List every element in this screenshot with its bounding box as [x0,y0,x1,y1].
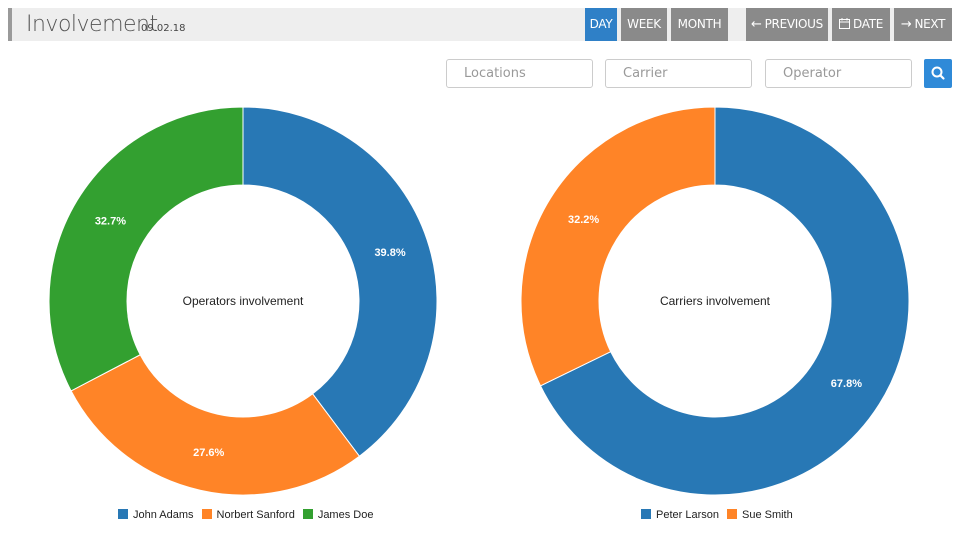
operators-value-label-john-adams: 39.8% [374,247,405,259]
operators-slice-john-adams[interactable] [242,106,438,457]
carriers-donut-chart: 67.8% 32.2% Carriers involvement [520,106,910,496]
arrow-left-icon: ← [751,17,762,32]
operators-slice-james-doe[interactable] [48,106,244,392]
date-button-label: DATE [852,17,884,31]
search-icon [931,66,945,80]
date-button[interactable]: DATE [832,8,890,41]
carriers-value-label-sue-smith: 32.2% [568,214,599,226]
legend-label: Norbert Sanford [216,509,295,521]
operators-legend: John Adams Norbert Sanford James Doe [118,509,381,521]
operators-legend-item-norbert-sanford[interactable]: Norbert Sanford [201,509,295,521]
legend-swatch [726,509,737,519]
week-button-label: WEEK [627,17,661,31]
carriers-legend: Peter Larson Sue Smith [641,509,801,521]
locations-filter[interactable]: Locations [446,59,593,88]
carriers-value-label-peter-larson: 67.8% [831,378,862,390]
week-button[interactable]: WEEK [621,8,667,41]
month-button-label: MONTH [677,17,722,31]
legend-swatch [201,509,212,519]
operators-legend-item-james-doe[interactable]: James Doe [302,509,374,521]
legend-label: Peter Larson [656,509,719,521]
operators-chart-title: Operators involvement [183,294,304,308]
next-button-label: NEXT [914,17,946,31]
operators-value-label-james-doe: 32.7% [95,216,126,228]
next-button[interactable]: → NEXT [894,8,952,41]
legend-swatch [118,509,128,519]
day-button-label: DAY [589,17,613,31]
search-button[interactable] [924,59,952,88]
legend-label: James Doe [317,509,374,521]
arrow-right-icon: → [900,17,912,32]
legend-swatch [641,509,651,519]
carrier-filter[interactable]: Carrier [605,59,752,88]
legend-label: John Adams [133,509,194,521]
month-button[interactable]: MONTH [671,8,728,41]
operators-value-label-norbert-sanford: 27.6% [193,447,224,459]
operator-filter-placeholder: Operator [783,66,842,81]
carriers-legend-item-sue-smith[interactable]: Sue Smith [726,509,793,521]
calendar-icon [838,17,850,32]
day-button[interactable]: DAY [585,8,617,41]
page-date: 09.02.18 [141,23,186,34]
carriers-chart-title: Carriers involvement [660,294,771,308]
operator-filter[interactable]: Operator [765,59,912,88]
carriers-slice-peter-larson[interactable] [539,106,910,496]
operators-slice-norbert-sanford[interactable] [70,354,361,496]
legend-swatch [302,509,313,519]
operators-legend-item-john-adams[interactable]: John Adams [118,509,194,521]
previous-button[interactable]: ← PREVIOUS [746,8,828,41]
header-accent-bar [8,8,12,41]
previous-button-label: PREVIOUS [764,17,824,31]
carrier-filter-placeholder: Carrier [623,66,668,81]
locations-filter-placeholder: Locations [464,66,526,81]
operators-donut-chart: 39.8% 27.6% 32.7% Operators involvement [48,106,438,496]
carriers-slice-sue-smith[interactable] [520,106,716,387]
page-title: Involvement [26,12,158,37]
carriers-legend-item-peter-larson[interactable]: Peter Larson [641,509,719,521]
legend-label: Sue Smith [741,509,793,521]
